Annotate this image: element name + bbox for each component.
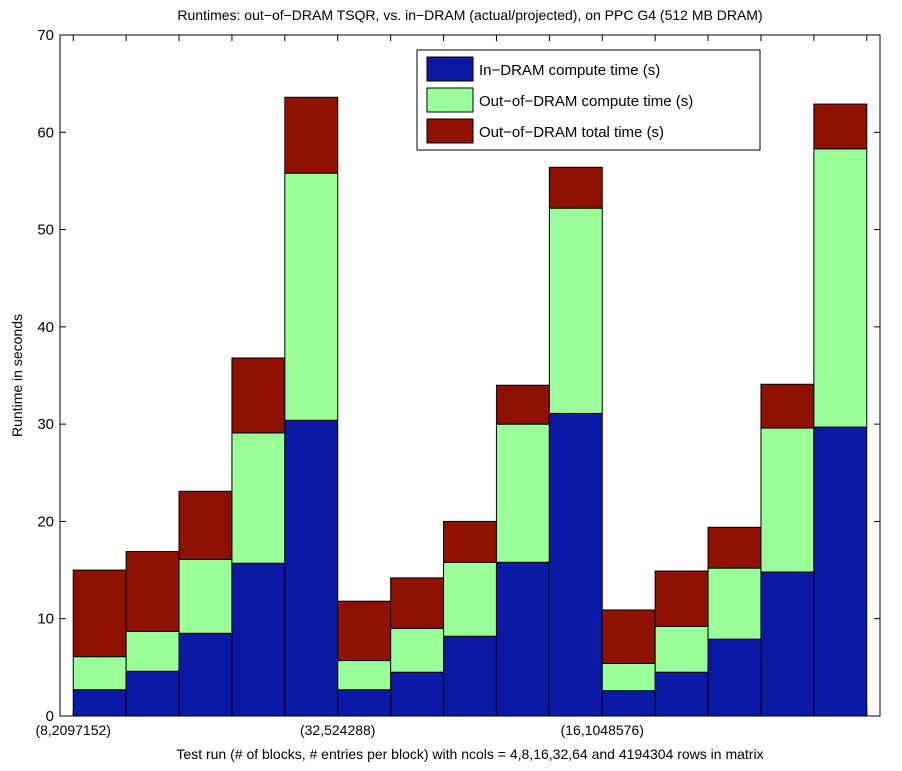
bar-segment-series2-bar9 — [495, 423, 550, 563]
bar-segment-series3-bar7 — [390, 577, 445, 629]
y-tick-label: 60 — [37, 124, 54, 141]
bar-segment-series1-bar15 — [813, 426, 868, 717]
x-group-label: (8,2097152) — [35, 722, 111, 738]
y-tick-label: 20 — [37, 513, 54, 530]
bar-segment-series2-bar6 — [337, 660, 392, 691]
bar-segment-series1-bar6 — [337, 689, 392, 717]
legend-swatch — [426, 87, 474, 113]
legend-swatch — [426, 118, 474, 144]
bar-segment-series3-bar12 — [654, 570, 709, 627]
bar-segment-series3-bar15 — [813, 103, 868, 150]
bar-segment-series3-bar5 — [284, 96, 339, 174]
bar-segment-series1-bar5 — [284, 419, 339, 717]
x-axis-label: Test run (# of blocks, # entries per blo… — [176, 746, 763, 762]
bar-segment-series3-bar2 — [125, 551, 180, 632]
bar-segment-series1-bar4 — [231, 562, 286, 717]
bar-segment-series1-bar2 — [125, 670, 180, 717]
bar-segment-series2-bar15 — [813, 148, 868, 428]
bar-segment-series1-bar12 — [654, 671, 709, 717]
y-tick-label: 50 — [37, 222, 54, 239]
bar-segment-series1-bar3 — [178, 632, 233, 717]
legend-label: Out−of−DRAM compute time (s) — [479, 93, 693, 110]
bar-segment-series1-bar1 — [72, 689, 127, 717]
bar-segment-series3-bar14 — [760, 383, 815, 429]
legend-box — [416, 49, 761, 151]
y-tick-label: 0 — [46, 708, 54, 725]
bar-segment-series1-bar11 — [601, 690, 656, 717]
bar-segment-series2-bar8 — [443, 561, 497, 637]
bar-segment-series2-bar4 — [231, 432, 286, 564]
y-axis-label: Runtime in seconds — [9, 314, 25, 437]
x-group-label: (16,1048576) — [561, 722, 644, 738]
bar-segment-series3-bar8 — [443, 520, 497, 563]
bar-segment-series1-bar9 — [495, 561, 550, 717]
bar-segment-series2-bar10 — [548, 207, 603, 414]
bar-segment-series3-bar13 — [707, 526, 762, 569]
bar-segment-series2-bar1 — [72, 656, 127, 691]
bar-segment-series3-bar10 — [548, 166, 603, 209]
y-tick-label: 40 — [37, 319, 54, 336]
bar-segment-series1-bar8 — [443, 635, 497, 717]
y-tick-label: 30 — [37, 416, 54, 433]
bar-segment-series3-bar6 — [337, 600, 392, 662]
y-axis: 0 10 20 30 40 50 60 70 — [37, 27, 880, 725]
bar-segment-series2-bar2 — [125, 630, 180, 672]
x-axis: (8,2097152) (32,524288) (16,1048576) — [35, 35, 868, 738]
bar-segment-series1-bar14 — [760, 571, 815, 717]
legend-label: In−DRAM compute time (s) — [479, 62, 660, 79]
bar-segment-series3-bar11 — [601, 609, 656, 664]
legend-label: Out−of−DRAM total time (s) — [479, 124, 664, 141]
bar-segment-series3-bar1 — [72, 569, 127, 658]
legend-swatch — [426, 56, 474, 82]
plot-frame — [59, 34, 881, 717]
bar-segment-series1-bar13 — [707, 638, 762, 717]
y-tick-label: 70 — [37, 27, 54, 44]
bar-segment-series3-bar3 — [178, 490, 233, 560]
bar-segment-series1-bar7 — [390, 671, 445, 717]
bar-segment-series2-bar12 — [654, 626, 709, 673]
legend: In−DRAM compute time (s) Out−of−DRAM comp… — [416, 49, 761, 151]
bar-segment-series2-bar11 — [601, 662, 656, 692]
bar-segment-series2-bar14 — [760, 427, 815, 573]
bar-segment-series1-bar10 — [548, 412, 603, 717]
y-tick-label: 10 — [37, 611, 54, 628]
bar-segment-series2-bar7 — [390, 627, 445, 673]
bar-segment-series2-bar3 — [178, 558, 233, 634]
bars-layer — [72, 96, 868, 717]
bar-segment-series3-bar9 — [495, 384, 550, 425]
bar-segment-series2-bar5 — [284, 172, 339, 421]
bar-segment-series3-bar4 — [231, 357, 286, 434]
bar-segment-series2-bar13 — [707, 567, 762, 640]
chart-title: Runtimes: out−of−DRAM TSQR, vs. in−DRAM … — [177, 7, 762, 23]
x-group-label: (32,524288) — [300, 722, 376, 738]
